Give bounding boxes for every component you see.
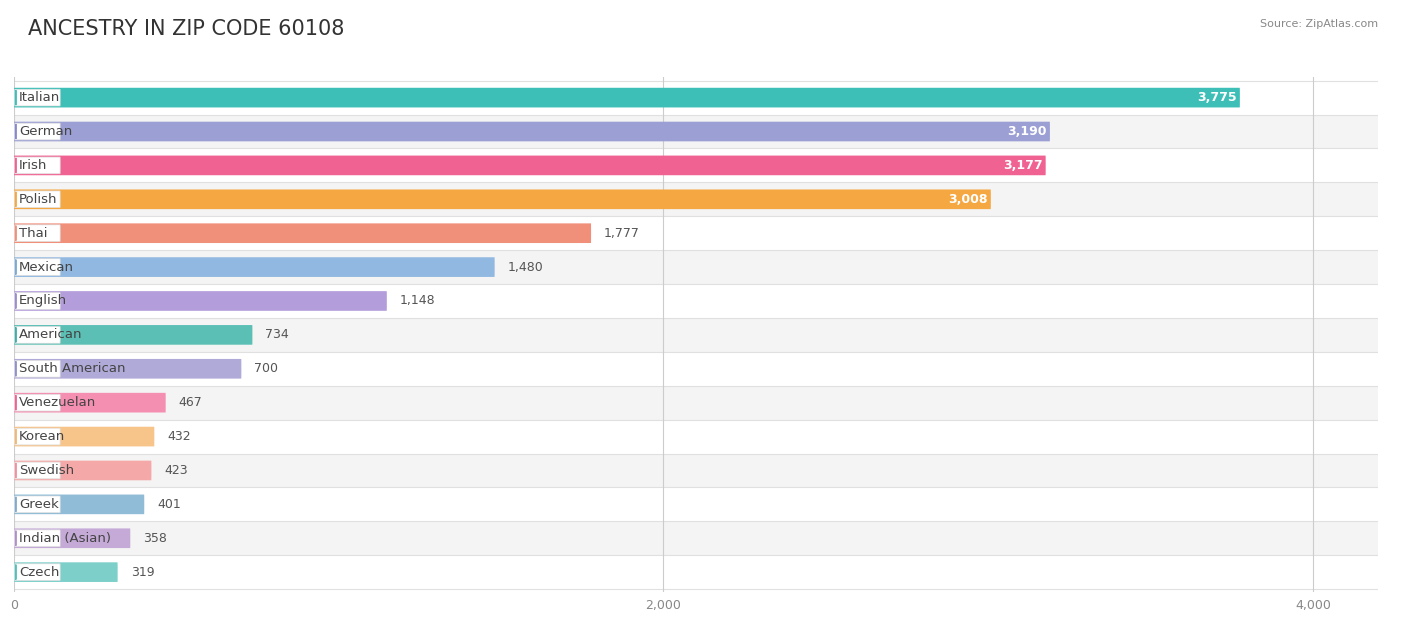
FancyBboxPatch shape	[14, 564, 60, 580]
Text: Italian: Italian	[18, 91, 60, 104]
FancyBboxPatch shape	[14, 191, 60, 207]
FancyBboxPatch shape	[14, 427, 155, 446]
FancyBboxPatch shape	[0, 284, 1406, 318]
Text: 3,775: 3,775	[1197, 91, 1237, 104]
Text: Greek: Greek	[18, 498, 59, 511]
FancyBboxPatch shape	[14, 359, 242, 379]
FancyBboxPatch shape	[14, 123, 60, 140]
FancyBboxPatch shape	[14, 361, 60, 377]
FancyBboxPatch shape	[14, 394, 60, 411]
FancyBboxPatch shape	[0, 182, 1406, 216]
FancyBboxPatch shape	[0, 453, 1406, 488]
FancyBboxPatch shape	[14, 325, 253, 345]
FancyBboxPatch shape	[14, 562, 118, 582]
Text: 3,190: 3,190	[1007, 125, 1046, 138]
Text: 358: 358	[143, 532, 167, 545]
Text: 1,777: 1,777	[605, 227, 640, 240]
FancyBboxPatch shape	[14, 157, 60, 174]
Text: Source: ZipAtlas.com: Source: ZipAtlas.com	[1260, 19, 1378, 30]
FancyBboxPatch shape	[14, 122, 1050, 141]
Text: 3,008: 3,008	[948, 193, 987, 206]
FancyBboxPatch shape	[14, 495, 145, 514]
FancyBboxPatch shape	[14, 189, 991, 209]
Text: American: American	[18, 328, 83, 341]
Text: Polish: Polish	[18, 193, 58, 206]
Text: Mexican: Mexican	[18, 261, 73, 274]
Text: Thai: Thai	[18, 227, 48, 240]
Text: Czech: Czech	[18, 565, 59, 579]
FancyBboxPatch shape	[0, 216, 1406, 250]
FancyBboxPatch shape	[0, 80, 1406, 115]
Text: 467: 467	[179, 396, 202, 409]
Text: Irish: Irish	[18, 159, 48, 172]
Text: 3,177: 3,177	[1002, 159, 1042, 172]
FancyBboxPatch shape	[0, 115, 1406, 149]
Text: 1,148: 1,148	[399, 294, 436, 307]
FancyBboxPatch shape	[14, 428, 60, 445]
FancyBboxPatch shape	[14, 496, 60, 513]
FancyBboxPatch shape	[0, 521, 1406, 555]
FancyBboxPatch shape	[0, 488, 1406, 521]
Text: Korean: Korean	[18, 430, 65, 443]
Text: South American: South American	[18, 363, 125, 375]
FancyBboxPatch shape	[14, 460, 152, 480]
Text: Indian (Asian): Indian (Asian)	[18, 532, 111, 545]
FancyBboxPatch shape	[14, 257, 495, 277]
FancyBboxPatch shape	[0, 318, 1406, 352]
FancyBboxPatch shape	[0, 352, 1406, 386]
Text: 734: 734	[266, 328, 290, 341]
Text: ANCESTRY IN ZIP CODE 60108: ANCESTRY IN ZIP CODE 60108	[28, 19, 344, 39]
FancyBboxPatch shape	[14, 529, 131, 548]
FancyBboxPatch shape	[14, 156, 1046, 175]
FancyBboxPatch shape	[0, 555, 1406, 589]
FancyBboxPatch shape	[14, 259, 60, 276]
FancyBboxPatch shape	[14, 393, 166, 413]
FancyBboxPatch shape	[14, 327, 60, 343]
Text: 1,480: 1,480	[508, 261, 543, 274]
FancyBboxPatch shape	[14, 462, 60, 479]
Text: Swedish: Swedish	[18, 464, 75, 477]
Text: 319: 319	[131, 565, 155, 579]
FancyBboxPatch shape	[0, 250, 1406, 284]
FancyBboxPatch shape	[14, 225, 60, 242]
Text: 432: 432	[167, 430, 191, 443]
Text: 401: 401	[157, 498, 181, 511]
FancyBboxPatch shape	[0, 420, 1406, 453]
FancyBboxPatch shape	[14, 223, 591, 243]
FancyBboxPatch shape	[14, 530, 60, 547]
Text: English: English	[18, 294, 67, 307]
Text: 700: 700	[254, 363, 278, 375]
Text: German: German	[18, 125, 72, 138]
FancyBboxPatch shape	[14, 90, 60, 106]
FancyBboxPatch shape	[14, 291, 387, 311]
Text: Venezuelan: Venezuelan	[18, 396, 96, 409]
FancyBboxPatch shape	[0, 149, 1406, 182]
FancyBboxPatch shape	[14, 292, 60, 309]
Text: 423: 423	[165, 464, 188, 477]
FancyBboxPatch shape	[14, 88, 1240, 108]
FancyBboxPatch shape	[0, 386, 1406, 420]
